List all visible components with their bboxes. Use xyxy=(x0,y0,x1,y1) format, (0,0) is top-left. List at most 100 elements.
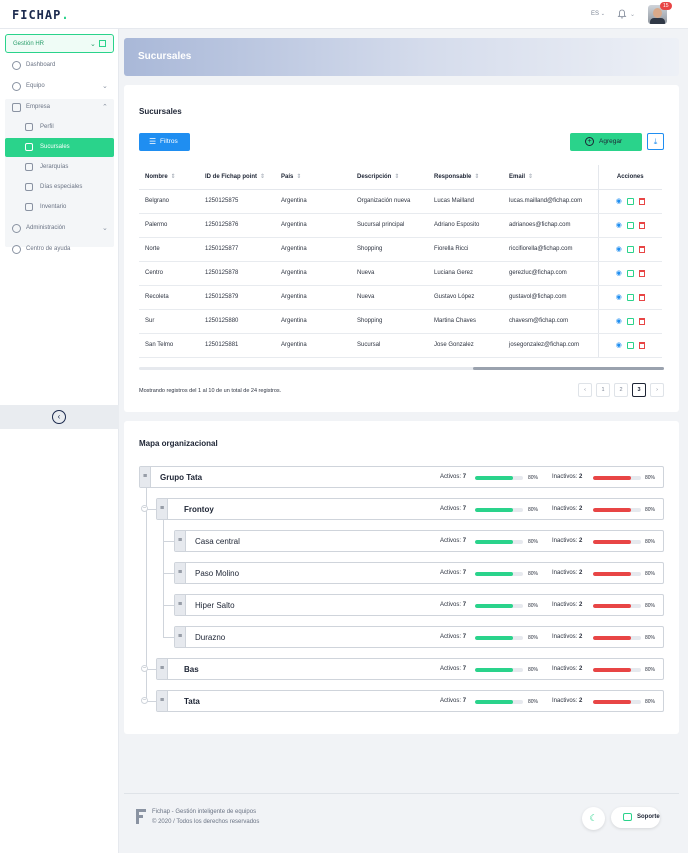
table-scrollbar-thumb[interactable] xyxy=(473,367,664,370)
layers-icon xyxy=(25,123,33,131)
sidebar-subitem-sucursales[interactable]: Sucursales xyxy=(5,138,114,157)
edit-icon[interactable] xyxy=(626,269,634,277)
sidebar-subitem-inventario[interactable]: Inventario xyxy=(5,198,114,217)
sidebar-subitem-jerarquias[interactable]: Jerarquías xyxy=(5,158,114,177)
table-scrollbar-track[interactable] xyxy=(139,367,664,370)
delete-icon[interactable] xyxy=(638,341,645,349)
table-cell: Norte xyxy=(139,237,199,262)
table-cell: San Telmo xyxy=(139,333,199,358)
edit-icon[interactable] xyxy=(626,317,634,325)
node-toggle-icon[interactable]: – xyxy=(141,697,148,704)
sidebar-item-equipo[interactable]: Equipo ⌄ xyxy=(0,79,119,95)
table-cell: riccifiorella@fichap.com xyxy=(503,237,598,262)
org-node[interactable]: ≡ Bas Activos: 7 80% Inactivos: 2 80% xyxy=(156,658,664,680)
org-node-name: Paso Molino xyxy=(195,569,240,578)
active-percent: 80% xyxy=(528,635,539,641)
view-icon[interactable]: ◉ xyxy=(615,198,622,205)
sidebar-subitem-perfil[interactable]: Perfil xyxy=(5,118,114,137)
page-1-button[interactable]: 1 xyxy=(596,383,610,397)
col-header-responsable[interactable]: Responsable ⇕ xyxy=(428,165,503,190)
fichap-logo[interactable]: FICHAP. xyxy=(12,8,70,22)
org-node[interactable]: ≡ Hiper Salto Activos: 7 80% Inactivos: 2 80% xyxy=(174,594,664,616)
org-node[interactable]: ≡ Frontoy Activos: 7 80% Inactivos: 2 80% xyxy=(156,498,664,520)
inactive-count: Inactivos: 2 xyxy=(552,474,583,480)
org-node[interactable]: ≡ Durazno Activos: 7 80% Inactivos: 2 80% xyxy=(174,626,664,648)
edit-icon[interactable] xyxy=(626,245,634,253)
edit-icon[interactable] xyxy=(626,293,634,301)
col-header-email[interactable]: Email ⇕ xyxy=(503,165,598,190)
drag-handle-icon[interactable]: ≡ xyxy=(157,499,168,519)
bell-icon[interactable] xyxy=(617,9,627,19)
node-toggle-icon[interactable]: – xyxy=(141,665,148,672)
page-2-button[interactable]: 2 xyxy=(614,383,628,397)
table-row[interactable]: Belgrano 1250125875 Argentina Organización … xyxy=(139,189,662,214)
drag-handle-icon[interactable]: ≡ xyxy=(175,563,186,583)
delete-icon[interactable] xyxy=(638,317,645,325)
view-icon[interactable]: ◉ xyxy=(615,342,622,349)
collapse-sidebar-button[interactable]: ‹ xyxy=(52,410,66,424)
table-cell: gustavol@fichap.com xyxy=(503,285,598,310)
apps-grid-icon[interactable] xyxy=(99,40,106,47)
view-icon[interactable]: ◉ xyxy=(615,294,622,301)
filter-button[interactable]: ☰ Filtros xyxy=(139,133,190,151)
page-3-button[interactable]: 3 xyxy=(632,383,646,397)
chevron-up-icon: ⌃ xyxy=(102,104,108,111)
add-branch-button[interactable]: + Agregar xyxy=(570,133,642,151)
table-row[interactable]: Centro 1250125878 Argentina Nueva Luciana Ge… xyxy=(139,261,662,286)
inactive-progress-bar xyxy=(593,508,641,512)
col-header-descripcion[interactable]: Descripción ⇕ xyxy=(351,165,428,190)
active-count: Activos: 7 xyxy=(440,634,467,640)
table-cell: Lucas Mailland xyxy=(428,189,503,214)
col-header-id[interactable]: ID de Fichap point ⇕ xyxy=(199,165,275,190)
sidebar-subitem-dias-especiales[interactable]: Días especiales xyxy=(5,178,114,197)
org-node[interactable]: ≡ Grupo Tata Activos: 7 80% Inactivos: 2 80% xyxy=(139,466,664,488)
delete-icon[interactable] xyxy=(638,221,645,229)
sidebar-item-empresa[interactable]: Empresa ⌃ xyxy=(0,100,119,116)
delete-icon[interactable] xyxy=(638,293,645,301)
sidebar-item-centro-de-ayuda[interactable]: Centro de ayuda xyxy=(0,242,119,258)
drag-handle-icon[interactable]: ≡ xyxy=(157,691,168,711)
col-header-nombre[interactable]: Nombre ⇕ xyxy=(139,165,199,190)
delete-icon[interactable] xyxy=(638,245,645,253)
table-row[interactable]: San Telmo 1250125881 Argentina Sucursal Jose… xyxy=(139,333,662,358)
table-row[interactable]: Norte 1250125877 Argentina Shopping Fiorella… xyxy=(139,237,662,262)
drag-handle-icon[interactable]: ≡ xyxy=(140,467,151,487)
active-progress-bar xyxy=(475,700,523,704)
view-icon[interactable]: ◉ xyxy=(615,318,622,325)
org-node[interactable]: ≡ Tata Activos: 7 80% Inactivos: 2 80% xyxy=(156,690,664,712)
prev-page-button[interactable]: ‹ xyxy=(578,383,592,397)
hierarchy-icon xyxy=(25,163,33,171)
sidebar-item-dashboard[interactable]: Dashboard xyxy=(0,58,119,74)
delete-icon[interactable] xyxy=(638,197,645,205)
dark-mode-toggle[interactable]: ☾ xyxy=(582,807,605,830)
table-row[interactable]: Palermo 1250125876 Argentina Sucursal princ… xyxy=(139,213,662,238)
row-actions: ◉ xyxy=(597,213,662,238)
next-page-button[interactable]: › xyxy=(650,383,664,397)
download-button[interactable]: ⤓ xyxy=(647,133,664,150)
table-cell: Fiorella Ricci xyxy=(428,237,503,262)
view-icon[interactable]: ◉ xyxy=(615,270,622,277)
drag-handle-icon[interactable]: ≡ xyxy=(157,659,168,679)
view-icon[interactable]: ◉ xyxy=(615,246,622,253)
tree-connector xyxy=(146,509,156,510)
language-selector[interactable]: ES ⌄ xyxy=(591,11,605,17)
org-node[interactable]: ≡ Casa central Activos: 7 80% Inactivos: 2 80… xyxy=(174,530,664,552)
org-node[interactable]: ≡ Paso Molino Activos: 7 80% Inactivos: 2 80% xyxy=(174,562,664,584)
table-row[interactable]: Sur 1250125880 Argentina Shopping Martina Ch… xyxy=(139,309,662,334)
module-selector[interactable]: Gestión HR ⌄ xyxy=(5,34,114,53)
edit-icon[interactable] xyxy=(626,197,634,205)
table-row[interactable]: Recoleta 1250125879 Argentina Nueva Gustavo … xyxy=(139,285,662,310)
drag-handle-icon[interactable]: ≡ xyxy=(175,627,186,647)
col-header-pais[interactable]: País ⇕ xyxy=(275,165,351,190)
support-button[interactable]: Soporte xyxy=(611,807,660,828)
drag-handle-icon[interactable]: ≡ xyxy=(175,595,186,615)
tree-connector xyxy=(163,605,174,606)
view-icon[interactable]: ◉ xyxy=(615,222,622,229)
delete-icon[interactable] xyxy=(638,269,645,277)
edit-icon[interactable] xyxy=(626,341,634,349)
drag-handle-icon[interactable]: ≡ xyxy=(175,531,186,551)
node-toggle-icon[interactable]: – xyxy=(141,505,148,512)
sidebar-item-administracion[interactable]: Administración ⌄ xyxy=(0,221,119,237)
table-cell: Palermo xyxy=(139,213,199,238)
edit-icon[interactable] xyxy=(626,221,634,229)
